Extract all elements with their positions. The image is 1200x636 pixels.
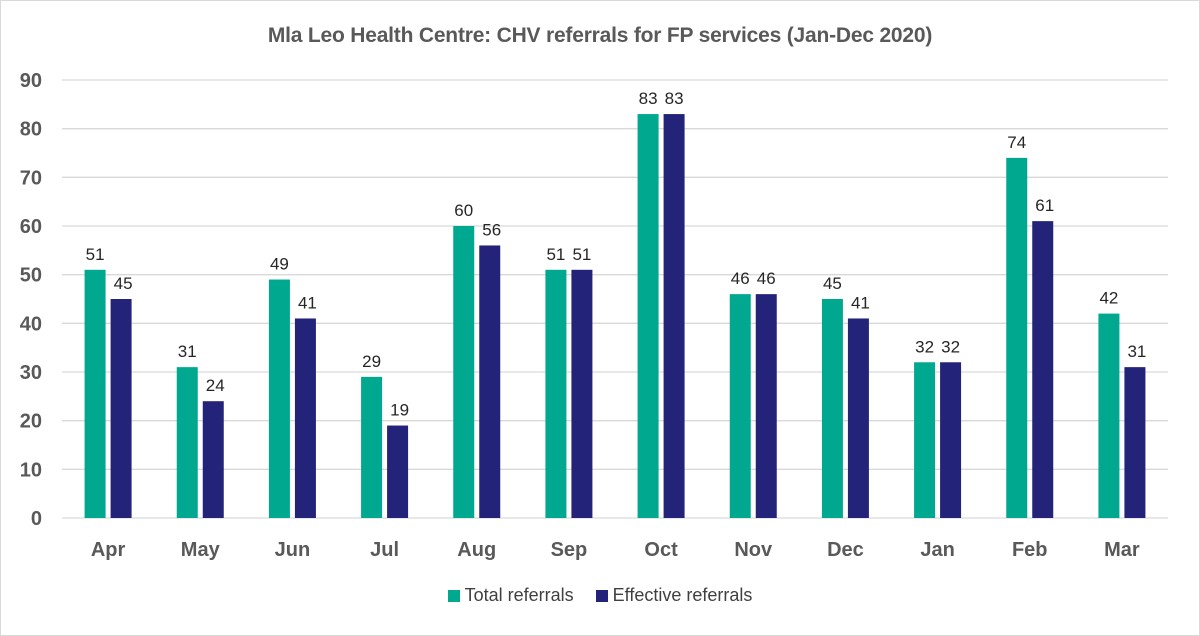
data-labels: 51 45 31 24 49 41 29 19 60 56 51 51 83 83 46 46 45 41 32 32…	[86, 89, 1147, 419]
legend-label-effective: Effective referrals	[612, 585, 753, 605]
x-tick-label: Oct	[644, 539, 678, 561]
gridlines	[62, 79, 1168, 519]
x-tick-label: Aug	[457, 539, 496, 561]
bar-total-jun	[268, 279, 290, 518]
x-tick-label: Feb	[1012, 539, 1048, 561]
data-label: 29	[362, 352, 381, 371]
data-label: 51	[572, 245, 591, 264]
data-label: 19	[390, 401, 409, 420]
x-tick-label: Jan	[920, 539, 954, 561]
y-axis: 0 10 20 30 40 50 60 70 80 90	[20, 70, 42, 530]
bar-effective-apr	[110, 299, 132, 518]
data-label: 61	[1035, 196, 1054, 215]
data-label: 31	[1127, 342, 1146, 361]
data-label: 46	[731, 269, 750, 288]
bar-total-dec	[821, 299, 843, 518]
bar-total-aug	[453, 226, 475, 518]
data-label: 49	[270, 255, 289, 274]
data-label: 24	[206, 376, 225, 395]
data-label: 56	[482, 220, 501, 239]
bar-total-nov	[729, 294, 751, 518]
bar-effective-may	[202, 401, 224, 518]
y-tick-label: 20	[20, 411, 42, 433]
data-label: 51	[86, 245, 105, 264]
data-label: 32	[915, 337, 934, 356]
x-tick-label: May	[181, 539, 221, 561]
legend-item-total: Total referrals	[447, 585, 574, 606]
bar-effective-mar	[1124, 367, 1146, 518]
data-label: 45	[823, 274, 842, 293]
y-tick-label: 60	[20, 216, 42, 238]
bar-effective-jan	[940, 362, 962, 518]
data-label: 46	[757, 269, 776, 288]
data-label: 32	[941, 337, 960, 356]
bar-effective-nov	[755, 294, 777, 518]
data-label: 42	[1099, 289, 1118, 308]
bar-effective-aug	[479, 245, 501, 518]
y-tick-label: 10	[20, 459, 42, 481]
bar-effective-dec	[847, 318, 869, 518]
legend-label-total: Total referrals	[464, 585, 574, 605]
bar-effective-oct	[663, 114, 685, 519]
bar-total-sep	[545, 269, 567, 518]
x-tick-label: Apr	[91, 539, 126, 561]
x-tick-label: Mar	[1104, 539, 1140, 561]
y-tick-label: 70	[20, 167, 42, 189]
legend: Total referrals Effective referrals	[0, 585, 1200, 606]
data-label: 45	[114, 274, 133, 293]
bar-effective-jul	[387, 425, 409, 518]
y-tick-label: 80	[20, 119, 42, 141]
data-label: 41	[851, 293, 870, 312]
y-tick-label: 0	[31, 508, 42, 530]
legend-item-effective: Effective referrals	[595, 585, 753, 606]
data-label: 41	[298, 293, 317, 312]
bar-total-oct	[637, 114, 659, 519]
data-label: 31	[178, 342, 197, 361]
data-label: 83	[639, 89, 658, 108]
legend-swatch-total	[447, 589, 460, 602]
x-tick-label: Jun	[275, 539, 311, 561]
x-tick-label: Dec	[827, 539, 864, 561]
data-label: 51	[546, 245, 565, 264]
bar-total-mar	[1098, 313, 1120, 518]
bars	[84, 114, 1146, 519]
x-tick-label: Nov	[734, 539, 773, 561]
data-label: 60	[454, 201, 473, 220]
x-tick-label: Sep	[551, 539, 588, 561]
chart-title: Mla Leo Health Centre: CHV referrals for…	[267, 24, 933, 47]
bar-total-may	[176, 367, 198, 518]
legend-swatch-effective	[595, 589, 608, 602]
bar-effective-feb	[1032, 221, 1054, 518]
bar-total-jul	[361, 376, 383, 518]
y-tick-label: 30	[20, 362, 42, 384]
x-axis: Apr May Jun Jul Aug Sep Oct Nov Dec Jan Feb Mar	[91, 539, 1140, 561]
y-tick-label: 50	[20, 265, 42, 287]
x-tick-label: Jul	[370, 539, 399, 561]
y-tick-label: 90	[20, 70, 42, 92]
data-label: 74	[1007, 133, 1026, 152]
bar-effective-jun	[294, 318, 316, 518]
bar-effective-sep	[571, 269, 593, 518]
y-tick-label: 40	[20, 313, 42, 335]
bar-total-feb	[1006, 157, 1028, 518]
bar-total-jan	[914, 362, 936, 518]
bar-total-apr	[84, 269, 106, 518]
data-label: 83	[665, 89, 684, 108]
